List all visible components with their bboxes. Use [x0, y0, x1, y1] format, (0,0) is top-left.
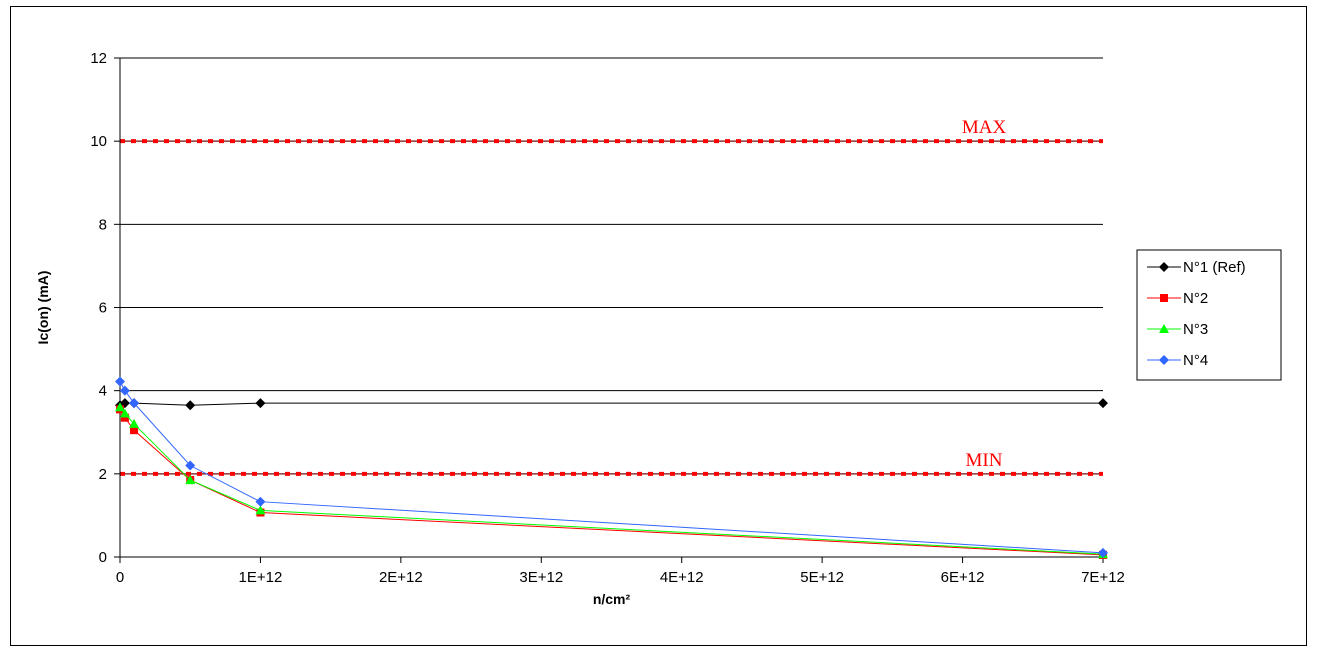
legend: N°1 (Ref) N°2 N°3 N°4 [1137, 250, 1281, 380]
legend-label-3: N°3 [1183, 321, 1208, 338]
legend-marker-2 [1160, 294, 1168, 302]
series-line-3 [120, 407, 1103, 554]
y-axis-title: Ic(on) (mA) [35, 271, 51, 345]
ref-label-max: MAX [962, 117, 1007, 138]
x-tick-label-0: 0 [116, 569, 124, 586]
series-line-1 [120, 403, 1103, 405]
y-tick-label-6: 12 [90, 50, 107, 67]
x-tick-label-3: 3E+12 [519, 569, 563, 586]
series-4-point-4 [255, 497, 265, 507]
x-tick-label-4: 4E+12 [660, 569, 704, 586]
x-axis-title: n/cm² [593, 591, 631, 607]
axes [114, 58, 1103, 563]
x-tick-label-1: 1E+12 [239, 569, 283, 586]
legend-label-2: N°2 [1183, 290, 1208, 307]
series-line-4 [120, 382, 1103, 553]
series-4-point-0 [115, 377, 125, 387]
x-tick-label-2: 2E+12 [379, 569, 423, 586]
y-tick-label-3: 6 [99, 300, 107, 317]
series-1-point-5 [1098, 398, 1108, 408]
y-tick-label-5: 10 [90, 133, 107, 150]
series-line-2 [120, 409, 1103, 555]
series-1-point-4 [255, 398, 265, 408]
gridlines [120, 58, 1103, 474]
series-1-point-3 [185, 400, 195, 410]
reference-lines: MAX MIN [120, 117, 1103, 474]
legend-label-4: N°4 [1183, 352, 1208, 369]
y-tick-label-4: 8 [99, 216, 107, 233]
ref-label-min: MIN [966, 450, 1003, 471]
x-tick-label-7: 7E+12 [1081, 569, 1125, 586]
legend-label-1: N°1 (Ref) [1183, 259, 1246, 276]
y-tick-label-1: 2 [99, 466, 107, 483]
series-4-point-1 [120, 386, 130, 396]
y-tick-label-2: 4 [99, 383, 107, 400]
x-tick-label-6: 6E+12 [941, 569, 985, 586]
x-tick-label-5: 5E+12 [800, 569, 844, 586]
series-group [115, 377, 1108, 559]
y-tick-label-0: 0 [99, 549, 107, 566]
